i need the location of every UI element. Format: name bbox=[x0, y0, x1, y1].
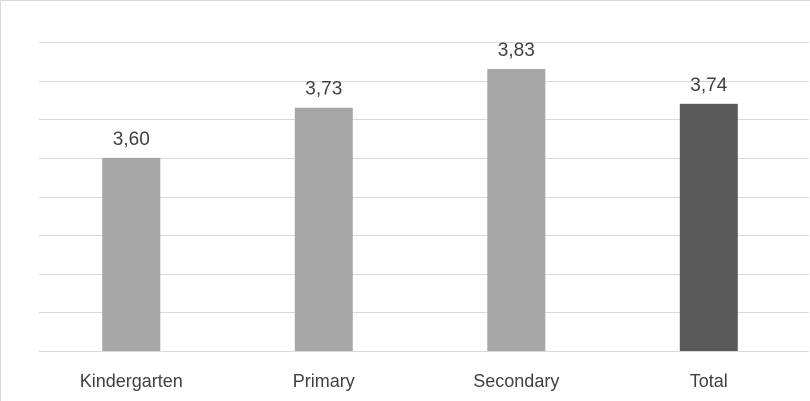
data-labels: 3,60 3,73 3,83 3,74 bbox=[113, 40, 728, 150]
category-label-kindergarten: Kindergarten bbox=[80, 371, 183, 391]
bar-total bbox=[679, 103, 738, 351]
gridlines bbox=[39, 42, 809, 352]
bar-primary bbox=[294, 107, 353, 351]
bars bbox=[102, 69, 738, 351]
data-label-kindergarten: 3,60 bbox=[113, 129, 150, 150]
data-label-secondary: 3,83 bbox=[498, 40, 535, 61]
category-label-total: Total bbox=[690, 371, 728, 391]
data-label-primary: 3,73 bbox=[305, 79, 342, 100]
category-labels: Kindergarten Primary Secondary Total bbox=[80, 371, 728, 391]
data-label-total: 3,74 bbox=[690, 75, 727, 96]
category-label-primary: Primary bbox=[293, 371, 355, 391]
category-label-secondary: Secondary bbox=[473, 371, 559, 391]
bar-kindergarten bbox=[102, 157, 161, 351]
bar-secondary bbox=[487, 69, 546, 351]
